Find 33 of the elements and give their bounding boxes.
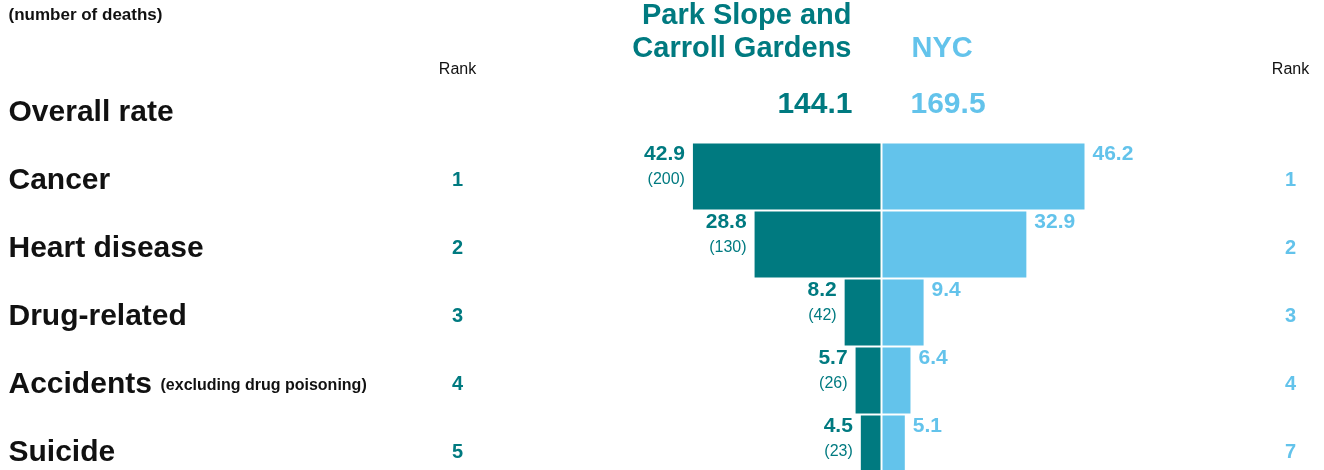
text: 3 bbox=[1284, 303, 1297, 326]
text: Rank bbox=[438, 60, 478, 77]
y-tick-label: Heart disease bbox=[8, 230, 204, 263]
data-label: 4.5 (23) bbox=[823, 412, 854, 459]
text: 2 bbox=[1284, 235, 1297, 258]
y-tick-label: Overall rate bbox=[8, 94, 174, 127]
data-label: 42.9 (200) bbox=[644, 140, 685, 187]
text: 5 bbox=[451, 439, 464, 462]
data-label: 6.4 bbox=[918, 344, 948, 368]
text: 169.5 bbox=[910, 85, 986, 119]
text: 144.1 bbox=[777, 85, 853, 119]
y-tick-label: Cancer bbox=[8, 162, 111, 195]
data-label: 9.4 bbox=[931, 276, 962, 300]
text: (number of deaths) bbox=[8, 4, 163, 24]
text: 1 bbox=[451, 167, 464, 190]
data-label: 32.9 bbox=[1034, 208, 1076, 232]
text: NYC bbox=[911, 30, 973, 63]
text: 4 bbox=[1284, 371, 1297, 394]
data-label: 46.2 bbox=[1092, 140, 1134, 164]
y-tick-label: Suicide bbox=[8, 434, 116, 467]
data-label: 5.7 (26) bbox=[818, 344, 848, 391]
data-label: 28.8 (130) bbox=[705, 208, 747, 255]
text: Rank bbox=[1271, 60, 1311, 77]
y-tick-label: Drug-related bbox=[8, 298, 187, 331]
y-tick-label: Accidents (excluding drug poisoning) bbox=[8, 366, 367, 399]
text: 1 bbox=[1284, 167, 1297, 190]
text: 2 bbox=[451, 235, 464, 258]
text: Park Slope and Carroll Gardens bbox=[632, 0, 852, 63]
data-label: 5.1 bbox=[912, 412, 943, 436]
text: 4 bbox=[451, 371, 464, 394]
data-label: 8.2 (42) bbox=[807, 276, 837, 323]
text: 3 bbox=[451, 303, 464, 326]
text: 7 bbox=[1284, 439, 1297, 462]
